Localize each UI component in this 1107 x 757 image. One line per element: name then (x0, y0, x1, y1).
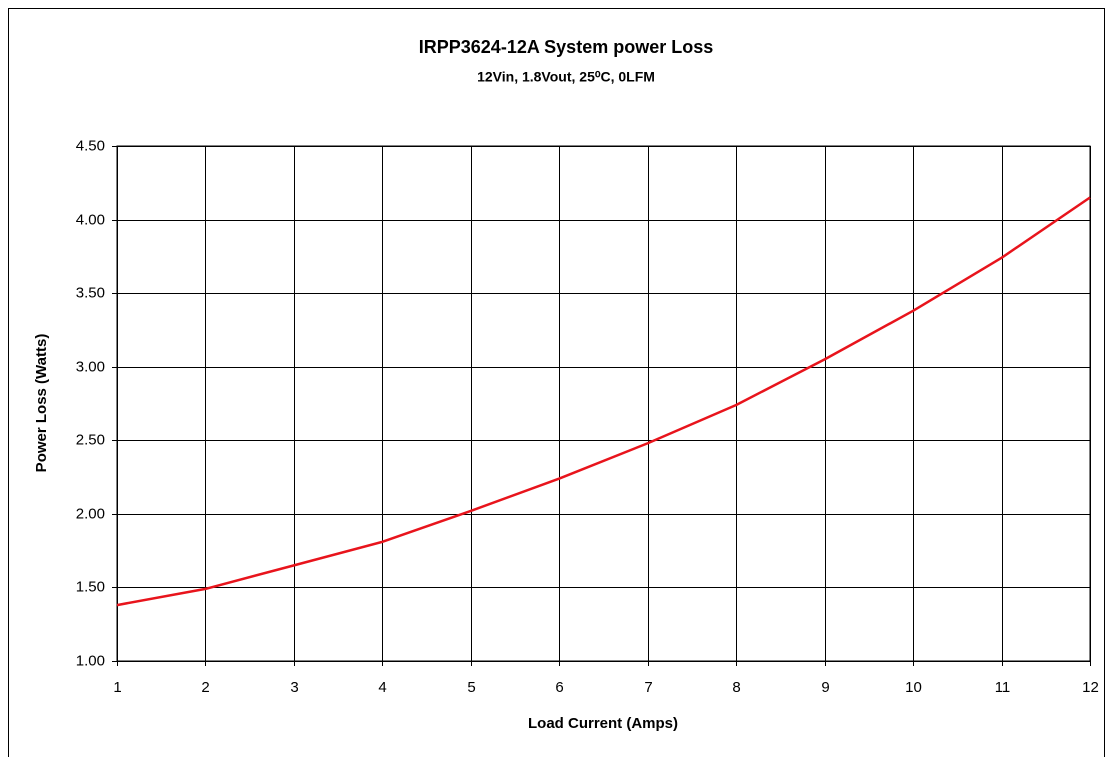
x-tick-label: 2 (201, 679, 209, 696)
x-tick-label: 5 (467, 679, 475, 696)
y-tick-label: 2.00 (76, 505, 105, 522)
x-tick-label: 6 (555, 679, 563, 696)
y-tick-label: 1.00 (76, 652, 105, 669)
y-tick-label: 3.00 (76, 358, 105, 375)
x-tick-label: 3 (290, 679, 298, 696)
chart-title: IRPP3624-12A System power Loss (419, 37, 713, 57)
x-tick-label: 11 (995, 679, 1011, 696)
y-tick-label: 3.50 (76, 284, 105, 301)
plot-area (116, 145, 1091, 662)
data-line (116, 196, 1091, 607)
x-tick-label: 12 (1082, 679, 1099, 696)
y-tick-label: 2.50 (76, 431, 105, 448)
y-axis-label: Power Loss (Watts) (33, 334, 50, 473)
y-tick-label: 1.50 (76, 578, 105, 595)
x-tick-label: 1 (113, 679, 121, 696)
x-tick-label: 10 (905, 679, 922, 696)
x-tick-label: 7 (644, 679, 652, 696)
x-tick-label: 9 (821, 679, 829, 696)
chart-subtitle: 12Vin, 1.8Vout, 25⁰C, 0LFM (477, 69, 655, 85)
x-tick-label: 4 (378, 679, 386, 696)
y-tick-label: 4.00 (76, 211, 105, 228)
y-tick-label: 4.50 (76, 137, 105, 154)
x-tick-label: 8 (732, 679, 740, 696)
x-axis-label: Load Current (Amps) (528, 715, 678, 732)
